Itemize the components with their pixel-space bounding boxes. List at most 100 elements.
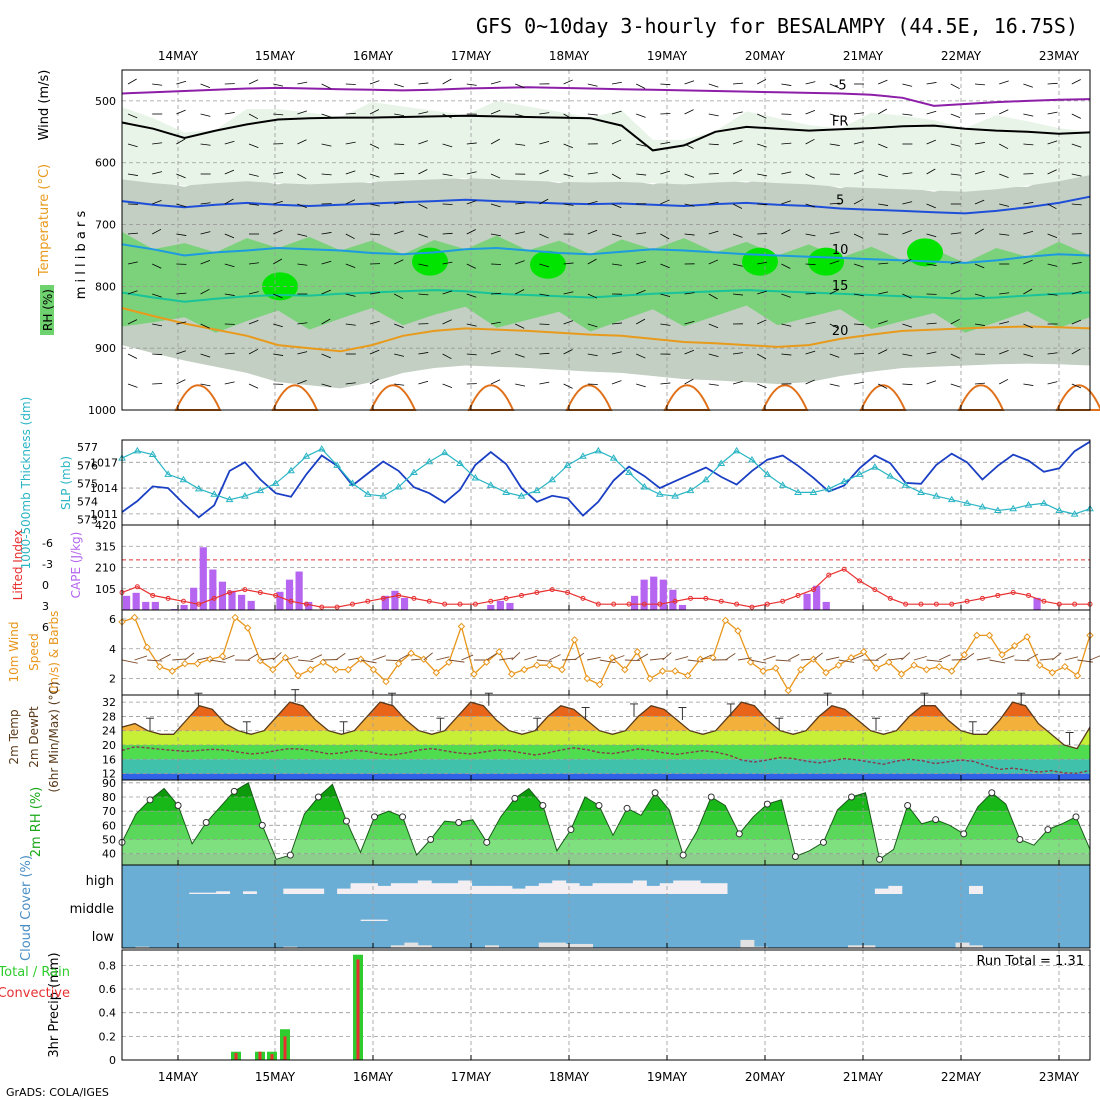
wind-barb bbox=[708, 83, 719, 88]
rh-marker bbox=[511, 794, 519, 802]
wind-barb bbox=[974, 199, 985, 205]
precip-frame bbox=[121, 949, 1091, 1061]
cape-bar bbox=[209, 569, 217, 610]
wind-barb-10m bbox=[737, 657, 752, 661]
wind-barb bbox=[974, 263, 985, 269]
thickness-marker bbox=[302, 452, 311, 459]
wind-barb bbox=[345, 263, 356, 268]
cape-bar bbox=[199, 547, 207, 610]
wind-barb bbox=[490, 138, 500, 145]
warm-surface-bump bbox=[859, 384, 907, 411]
precip-convective-bar bbox=[258, 1051, 262, 1060]
wind-barb bbox=[394, 383, 405, 386]
wind-barb bbox=[539, 293, 550, 297]
wind-barb bbox=[611, 110, 622, 115]
wind-barb bbox=[1023, 383, 1034, 386]
wind-speed-marker bbox=[809, 655, 818, 663]
wind-barb bbox=[757, 78, 767, 85]
wind-barb bbox=[466, 171, 477, 175]
wind-barb bbox=[708, 383, 719, 386]
wind-barb bbox=[878, 320, 888, 325]
wind-barb bbox=[224, 263, 235, 268]
wind-barb bbox=[902, 230, 912, 235]
wind-barb bbox=[829, 323, 839, 329]
wind-barb-10m bbox=[134, 655, 148, 661]
wind-barb bbox=[466, 229, 476, 235]
cloud-row-label: low bbox=[92, 930, 115, 945]
lifted-index-marker bbox=[1056, 601, 1062, 607]
wind-barb bbox=[1047, 169, 1057, 175]
wind-barb bbox=[853, 381, 864, 385]
wind-barb bbox=[539, 169, 549, 175]
cloud-axis-label: Cloud Cover (%) bbox=[19, 855, 34, 961]
wind-barb bbox=[587, 201, 598, 205]
wind-speed-marker bbox=[684, 671, 692, 680]
wind-barb bbox=[708, 323, 719, 329]
wind-barb bbox=[829, 143, 840, 146]
wind-barb bbox=[418, 293, 429, 296]
wind-speed-marker bbox=[658, 667, 667, 675]
wind-barb-10m bbox=[637, 653, 649, 661]
lifted-index-marker bbox=[580, 595, 586, 601]
wind-barb bbox=[176, 80, 187, 85]
wind-barb bbox=[490, 81, 501, 85]
wind-barb bbox=[442, 261, 453, 265]
isotherm-label: 10 bbox=[832, 243, 849, 258]
wind-barb-10m bbox=[888, 657, 903, 661]
rh-marker bbox=[146, 796, 154, 804]
wind-barb bbox=[587, 323, 598, 328]
thickness-marker bbox=[640, 483, 649, 490]
wind-axis-label: (m/s) & Barbs bbox=[47, 611, 61, 694]
wind-barb bbox=[757, 353, 767, 360]
wind-barb bbox=[127, 290, 138, 295]
cape-tick-label: 315 bbox=[95, 540, 116, 553]
cape-tick-label: 105 bbox=[95, 583, 116, 596]
cape-bar bbox=[678, 604, 687, 610]
cape-axis-label: CAPE (J/kg) bbox=[69, 532, 83, 599]
cloud-high-bar bbox=[364, 883, 378, 894]
pressure-tick-label: 600 bbox=[95, 157, 116, 170]
wind-barb bbox=[829, 353, 840, 358]
rh-marker bbox=[819, 838, 827, 846]
warm-surface-bump bbox=[467, 384, 515, 411]
wind-barb bbox=[732, 381, 743, 385]
lifted-index-marker bbox=[211, 595, 217, 601]
wind-speed-marker bbox=[558, 665, 566, 674]
thickness-marker bbox=[548, 475, 557, 483]
wind-barb bbox=[684, 203, 695, 207]
wind-speed-marker bbox=[948, 667, 956, 675]
bottom-date-label: 20MAY bbox=[745, 1070, 786, 1084]
wind-barb bbox=[950, 383, 961, 388]
thickness-marker bbox=[363, 490, 372, 497]
wind-barb bbox=[200, 383, 211, 387]
rh-marker bbox=[567, 826, 575, 834]
bottom-date-label: 14MAY bbox=[158, 1070, 199, 1084]
lifted-index-marker bbox=[611, 601, 617, 607]
wind-barb bbox=[1023, 202, 1034, 205]
rh-peak-patch bbox=[530, 250, 566, 279]
wind-barb bbox=[539, 141, 550, 145]
wind-barb-10m bbox=[184, 652, 195, 661]
thickness-marker bbox=[717, 459, 726, 467]
thickness-marker bbox=[855, 470, 864, 477]
wind-barb-10m bbox=[1001, 655, 1015, 661]
cape-bar bbox=[295, 571, 303, 610]
bottom-date-label: 16MAY bbox=[353, 1070, 394, 1084]
lifted-index-marker bbox=[319, 604, 325, 610]
cloud-low-bar bbox=[740, 939, 755, 948]
lifted-index-marker bbox=[1010, 590, 1016, 596]
wind-barb bbox=[781, 229, 791, 235]
wind-barb bbox=[1071, 290, 1082, 295]
thickness-marker bbox=[379, 492, 388, 499]
wind-barb bbox=[853, 293, 864, 297]
thickness-marker bbox=[148, 450, 157, 457]
lifted-index-marker bbox=[380, 595, 386, 601]
cape-bar bbox=[487, 604, 495, 610]
wind-barb bbox=[684, 233, 695, 236]
wind-barb bbox=[1047, 263, 1058, 267]
wind-barb bbox=[224, 169, 235, 175]
lifted-index-marker bbox=[180, 598, 186, 604]
wind-barb-10m bbox=[247, 653, 259, 661]
thickness-marker bbox=[794, 488, 802, 495]
cloud-high-bar bbox=[619, 883, 634, 894]
